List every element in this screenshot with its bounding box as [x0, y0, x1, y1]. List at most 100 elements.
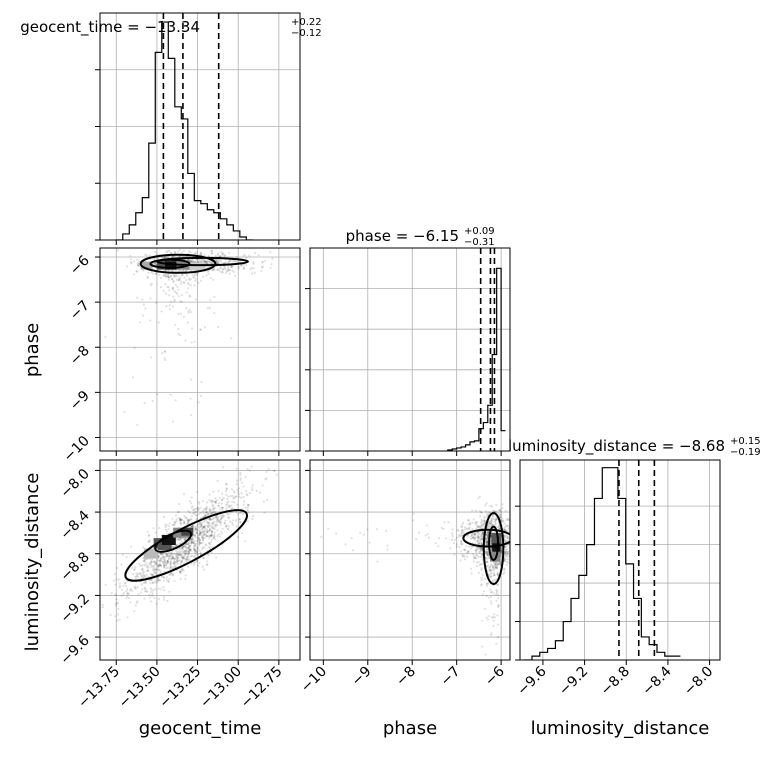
phase-vs-luminosity-distance-point — [477, 535, 480, 538]
geocent-time-vs-luminosity-distance-point — [186, 553, 189, 556]
geocent-time-vs-phase-point — [242, 267, 245, 271]
title-phase-name: phase — [346, 227, 391, 245]
geocent-time-vs-phase-point — [223, 267, 226, 270]
geocent-time-vs-phase-point — [189, 397, 192, 400]
phase-vs-luminosity-distance-point — [386, 544, 389, 547]
geocent-time-vs-luminosity-distance-point — [151, 581, 154, 585]
geocent-time-vs-phase-point — [264, 259, 267, 262]
geocent-time-vs-luminosity-distance-point — [152, 568, 155, 571]
phase-vs-luminosity-distance-point — [518, 518, 520, 520]
geocent-time-vs-luminosity-distance-point — [126, 592, 129, 595]
phase-vs-luminosity-distance-point — [485, 533, 488, 536]
phase-vs-luminosity-distance-point — [466, 534, 470, 537]
geocent-time-vs-luminosity-distance-point — [178, 571, 181, 574]
geocent-time-vs-phase-point — [176, 274, 179, 277]
geocent-time-vs-luminosity-distance-point — [156, 580, 159, 584]
geocent-time-vs-luminosity-distance-point — [140, 575, 143, 578]
geocent-time-vs-luminosity-distance-point — [167, 557, 171, 560]
geocent-time-vs-luminosity-distance-point — [191, 505, 194, 508]
phase-vs-luminosity-distance-point — [486, 540, 489, 543]
title-phase-plus: +0.09 — [464, 226, 495, 237]
geocent-time-vs-luminosity-distance-point — [211, 525, 214, 528]
geocent-time-vs-luminosity-distance-point — [156, 563, 159, 567]
geocent-time-vs-luminosity-distance-point — [242, 495, 245, 499]
geocent-time-vs-luminosity-distance-point — [214, 516, 217, 519]
phase-vs-luminosity-distance-point — [459, 550, 462, 553]
phase-vs-luminosity-distance-point — [492, 574, 495, 577]
geocent-time-vs-luminosity-distance-point — [133, 610, 136, 613]
geocent-time-vs-phase-point — [217, 260, 220, 263]
phase-vs-luminosity-distance-point — [494, 510, 497, 513]
geocent-time-vs-luminosity-distance-point — [185, 537, 188, 540]
geocent-time-vs-luminosity-distance-point — [169, 563, 172, 566]
title-geocent-time-name: geocent_time — [20, 18, 122, 37]
geocent-time-vs-luminosity-distance-point — [153, 571, 156, 574]
geocent-time-vs-luminosity-distance-point — [185, 549, 188, 553]
geocent-time-vs-luminosity-distance-point — [187, 550, 190, 553]
geocent-time-vs-luminosity-distance-point — [209, 512, 212, 516]
phase-vs-luminosity-distance-point — [505, 537, 509, 540]
geocent-time-vs-luminosity-distance-point — [182, 550, 185, 553]
phase-vs-luminosity-distance-point — [320, 535, 323, 538]
geocent-time-vs-phase-point — [191, 327, 194, 330]
phase-vs-luminosity-distance-point — [480, 542, 483, 546]
phase-vs-luminosity-distance-point — [490, 571, 493, 575]
geocent-time-vs-luminosity-distance-point — [151, 564, 154, 568]
geocent-time-vs-phase-point — [195, 258, 198, 261]
geocent-time-vs-luminosity-distance-point — [143, 560, 146, 563]
geocent-time-vs-luminosity-distance-point — [212, 490, 215, 493]
geocent-time-vs-luminosity-distance-point — [184, 545, 187, 548]
geocent-time-vs-phase-point — [219, 255, 222, 258]
geocent-time-vs-phase-point — [174, 283, 177, 286]
geocent-time-vs-phase-point — [203, 253, 206, 256]
geocent-time-vs-luminosity-distance-point — [202, 530, 205, 533]
geocent-time-vs-phase-point — [129, 258, 132, 261]
phase-vs-luminosity-distance-point — [495, 588, 498, 592]
geocent-time-vs-luminosity-distance-point — [210, 525, 213, 528]
geocent-time-vs-luminosity-distance-point — [213, 531, 216, 534]
phase-vs-luminosity-distance-point — [485, 584, 489, 588]
phase-vs-luminosity-distance-point — [493, 520, 496, 523]
geocent-time-vs-luminosity-distance-point — [176, 543, 179, 546]
geocent-time-vs-luminosity-distance-point — [212, 527, 215, 530]
phase-vs-luminosity-distance-point — [480, 524, 484, 527]
geocent-time-vs-phase-point — [189, 278, 192, 281]
geocent-time-vs-luminosity-distance-point — [216, 515, 219, 519]
geocent-time-vs-luminosity-distance-point — [168, 522, 171, 525]
geocent-time-vs-luminosity-distance-point — [199, 542, 202, 545]
geocent-time-vs-luminosity-distance-point — [168, 551, 171, 554]
geocent-time-vs-luminosity-distance-point — [200, 531, 203, 534]
geocent-time-vs-luminosity-distance-point — [147, 566, 150, 570]
geocent-time-vs-luminosity-distance-point — [126, 587, 129, 591]
geocent-time-vs-luminosity-distance-point — [157, 579, 160, 582]
geocent-time-vs-luminosity-distance-point — [121, 553, 124, 556]
phase-vs-luminosity-distance-point — [474, 542, 477, 545]
phase-vs-luminosity-distance-point — [327, 527, 330, 530]
geocent-time-vs-phase-point — [228, 269, 231, 272]
phase-vs-luminosity-distance-point — [494, 563, 497, 567]
geocent-time-vs-luminosity-distance-point — [230, 488, 233, 491]
phase-vs-luminosity-distance-point — [510, 554, 512, 556]
geocent-time-vs-luminosity-distance-point — [166, 561, 169, 564]
geocent-time-vs-phase-point — [154, 272, 157, 275]
geocent-time-vs-luminosity-distance-point — [235, 483, 238, 486]
geocent-time-vs-phase-point — [182, 249, 185, 252]
geocent-time-vs-luminosity-distance-point — [139, 572, 142, 575]
phase-vs-luminosity-distance-point — [489, 600, 492, 603]
geocent-time-vs-luminosity-distance-point — [122, 593, 125, 596]
geocent-time-vs-phase-point — [249, 268, 252, 271]
geocent-time-vs-phase-point — [155, 253, 159, 256]
geocent-time-vs-luminosity-distance-point — [171, 523, 174, 527]
geocent-time-vs-phase-point — [172, 295, 175, 298]
geocent-time-vs-luminosity-distance-point — [174, 565, 177, 568]
geocent-time-vs-luminosity-distance-point — [189, 518, 192, 521]
geocent-time-vs-luminosity-distance-point — [163, 589, 166, 592]
phase-vs-luminosity-distance-point — [478, 510, 482, 513]
phase-vs-luminosity-distance-point — [497, 512, 500, 515]
geocent-time-vs-luminosity-distance-point — [172, 561, 175, 565]
geocent-time-vs-luminosity-distance-point — [158, 560, 161, 563]
phase-vs-luminosity-distance-point — [484, 577, 487, 581]
geocent-time-vs-luminosity-distance-point — [180, 554, 183, 557]
geocent-time-vs-phase-point — [164, 283, 167, 286]
phase-vs-luminosity-distance-point — [477, 546, 480, 549]
